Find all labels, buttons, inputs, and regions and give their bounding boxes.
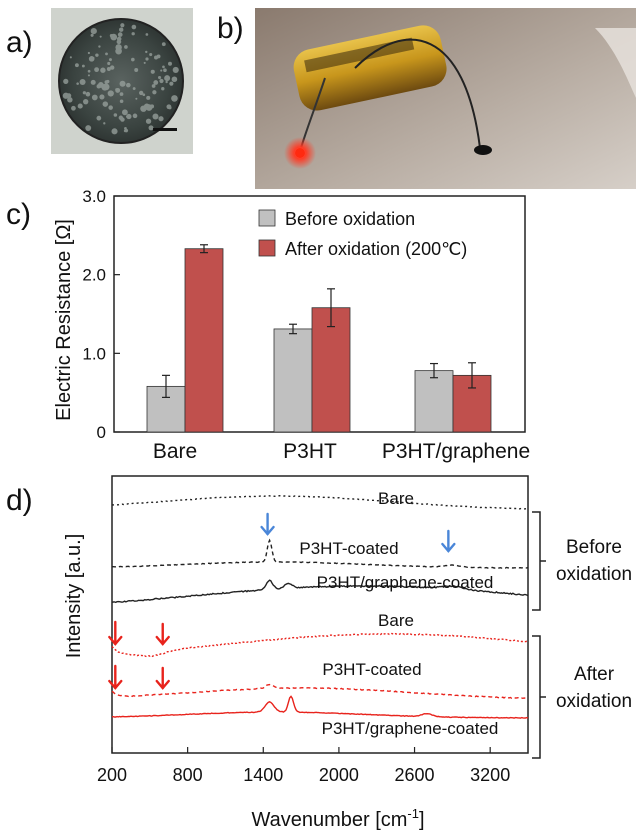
spectrum-before-p3ht-coated [112, 538, 529, 569]
y-tick-label: 3.0 [82, 187, 106, 206]
group-label: oxidation [556, 691, 632, 712]
legend-label: After oxidation (200℃) [285, 239, 467, 259]
error-bar [289, 323, 297, 335]
legend-swatch [258, 209, 276, 227]
y-tick-label: 2.0 [82, 266, 106, 285]
spectrum-before-bare [111, 494, 529, 510]
error-bar [327, 288, 335, 328]
panel-label-a: a) [6, 26, 33, 59]
y-axis-label-d: Intensity [a.u.] [63, 534, 85, 659]
peak-arrow [108, 620, 123, 646]
error-bar [162, 374, 170, 398]
group-label: Before [566, 537, 622, 558]
line-chart-spectra: Bare P3HT-coated P3HT/graphene-coated Bare P… [63, 475, 632, 831]
category-label: Bare [153, 440, 197, 463]
series-label: Bare [378, 489, 414, 508]
legend-label: Before oxidation [285, 209, 415, 229]
bar-chart-resistance: 0 1.0 2.0 3.0 Bare P3HT P3HT/graphene Electri… [53, 187, 530, 463]
y-axis-label: Electric Resistance [Ω] [53, 219, 75, 421]
panel-label-d: d) [6, 484, 33, 517]
group-label: After [574, 664, 615, 685]
x-tick-label: 2600 [395, 765, 435, 785]
spectrum-after-bare [111, 632, 529, 658]
category-label: P3HT [283, 440, 337, 463]
category-label: P3HT/graphene [382, 440, 530, 463]
peak-arrow [155, 622, 170, 646]
group-label: oxidation [556, 564, 632, 585]
spectrum-after-p3ht-coated [111, 683, 529, 700]
plot-frame-d [111, 475, 529, 754]
series-label: P3HT-coated [322, 660, 421, 679]
peak-arrow [441, 529, 456, 553]
legend-swatch [258, 239, 276, 257]
x-axis-label-d: Wavenumber [cm-1] [251, 806, 424, 831]
bar-bare-after [184, 248, 224, 433]
x-tick-label: 2000 [319, 765, 359, 785]
series-label: P3HT/graphene-coated [322, 719, 499, 738]
series-label: P3HT-coated [299, 539, 398, 558]
peak-arrow [260, 512, 275, 536]
error-bar [468, 362, 476, 389]
spectrum-after-p3ht-graphene-coated [112, 695, 529, 719]
group-bracket [532, 511, 546, 611]
panel-label-b: b) [217, 12, 244, 45]
scale-bar [153, 128, 177, 131]
peak-arrow [155, 666, 170, 690]
peak-arrow [108, 664, 123, 690]
spectrum-before-p3ht-graphene-coated [111, 579, 529, 604]
x-tick-label: 1400 [243, 765, 283, 785]
y-tick-label: 1.0 [82, 344, 106, 363]
bar-p3ht-graphene-before [414, 370, 454, 433]
error-bar [430, 362, 438, 379]
legend: Before oxidation After oxidation (200℃) [258, 209, 467, 259]
photo-disk-sample [51, 8, 193, 154]
series-label: P3HT/graphene-coated [317, 573, 494, 592]
x-tick-label: 200 [97, 765, 127, 785]
x-tick-label: 3200 [470, 765, 510, 785]
x-tick-label: 800 [173, 765, 203, 785]
panel-label-c: c) [6, 198, 31, 231]
bar-p3ht-before [273, 328, 313, 433]
bar-p3ht-after [311, 307, 351, 433]
photo-led-battery-demo [255, 8, 636, 189]
error-bar [200, 244, 208, 254]
series-label: Bare [378, 611, 414, 630]
y-tick-label: 0 [97, 423, 106, 442]
group-bracket [532, 635, 546, 759]
